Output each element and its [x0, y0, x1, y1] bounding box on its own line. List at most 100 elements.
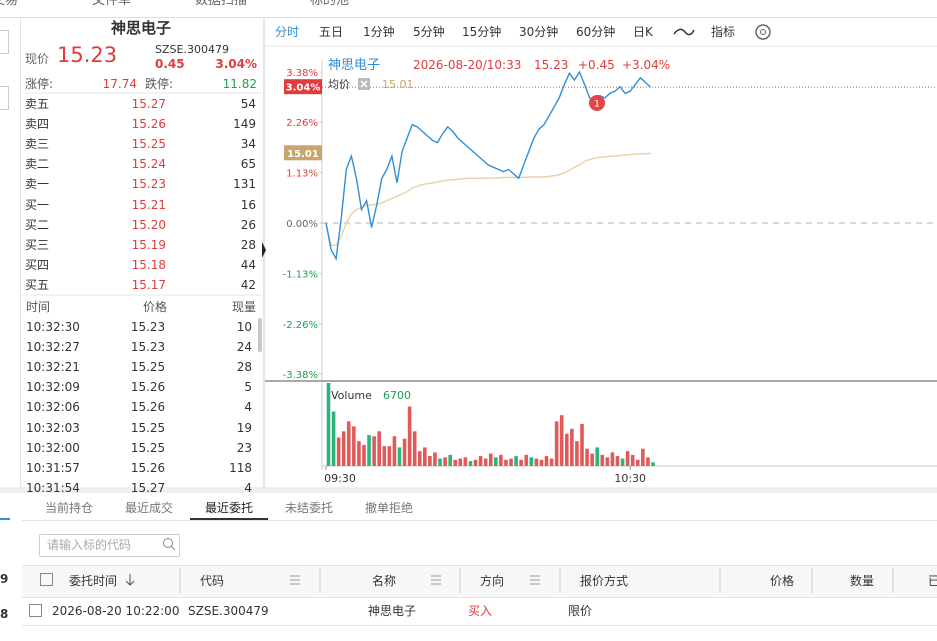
bottom-tab[interactable]: 最近委托 — [205, 501, 254, 515]
limit-label: 跌停: — [145, 77, 174, 91]
bottom-tab[interactable]: 撤单拒绝 — [365, 501, 414, 515]
trade-volume: 19 — [236, 420, 252, 435]
toolbar-tab[interactable]: 1分钟 — [363, 25, 395, 39]
toolbar-tab[interactable]: 15分钟 — [462, 25, 502, 39]
volume-bar — [407, 406, 412, 466]
volume-bar — [615, 456, 620, 466]
search-icon[interactable] — [162, 537, 176, 551]
volume-bar — [605, 457, 610, 466]
bottom-tab[interactable]: 当前持仓 — [45, 501, 94, 515]
volume-bar — [372, 436, 376, 466]
annotation-label: 1 — [594, 100, 600, 110]
side-box — [0, 86, 9, 110]
trade-volume: 4 — [244, 480, 252, 495]
volume-bar — [443, 457, 447, 466]
volume-bar — [549, 458, 554, 466]
price-label: 现价 — [25, 52, 50, 66]
level-volume: 34 — [240, 137, 256, 152]
volume-bar — [412, 431, 417, 466]
volume-bar — [625, 451, 630, 466]
volume-bar — [630, 454, 635, 466]
trade-time: 10:32:21 — [26, 360, 80, 375]
volume-bar — [595, 447, 600, 466]
limit-label: 涨停: — [25, 77, 54, 91]
toolbar-tab[interactable]: 5分钟 — [413, 25, 445, 39]
stock-name: 神思电子 — [110, 19, 172, 37]
column-header: 价格 — [770, 574, 795, 588]
toolbar-tab[interactable]: 30分钟 — [519, 25, 559, 39]
level-label: 买三 — [25, 237, 50, 252]
volume-bar — [514, 456, 518, 466]
bottom-tab[interactable]: 最近成交 — [125, 501, 174, 515]
volume-bar — [357, 441, 361, 466]
settings-icon — [760, 29, 766, 35]
row-border — [22, 625, 937, 626]
legend-text: 神思电子 — [328, 58, 380, 73]
sort-icon[interactable] — [124, 573, 136, 587]
volume-bar — [539, 459, 544, 466]
trade-volume: 4 — [244, 400, 252, 415]
trade-price: 15.25 — [130, 420, 166, 435]
nav-item: 文件单 — [92, 0, 132, 8]
checkbox[interactable] — [29, 604, 42, 617]
nav-item: 交易 — [0, 0, 19, 8]
column-header: 报价方式 — [580, 574, 629, 588]
current-tag — [284, 79, 322, 95]
level-price: 15.21 — [131, 197, 166, 212]
level-volume: 44 — [240, 257, 256, 272]
y-tick-label: 0.00% — [286, 219, 318, 230]
level-label: 卖五 — [25, 97, 50, 111]
column-header: 方向 — [480, 574, 505, 588]
tab-border — [22, 520, 937, 521]
toolbar-tab[interactable]: 指标 — [711, 25, 736, 39]
panel-gap — [0, 487, 937, 493]
trade-price: 15.27 — [130, 480, 166, 495]
volume-bar — [417, 451, 422, 466]
trade-time: 10:32:03 — [26, 420, 80, 435]
level-price: 15.23 — [131, 177, 166, 192]
volume-bar — [564, 433, 569, 466]
level-label: 卖二 — [25, 157, 50, 172]
trade-price: 15.25 — [130, 440, 166, 455]
volume-bar — [641, 448, 645, 466]
x-tick-label: 09:30 — [324, 472, 356, 485]
volume-bar — [499, 454, 503, 466]
bottom-tab[interactable]: 未结委托 — [285, 501, 334, 515]
volume-bar — [529, 457, 534, 466]
trade-time: 10:32:09 — [26, 380, 80, 395]
toolbar-tab[interactable]: 60分钟 — [576, 25, 616, 39]
y-tick-label: -2.26% — [283, 320, 318, 331]
volume-bar — [559, 415, 564, 466]
checkbox[interactable] — [40, 573, 53, 586]
volume-bar — [610, 452, 615, 466]
legend-text: +3.04% — [622, 58, 670, 72]
toolbar-tab[interactable]: 五日 — [319, 25, 344, 39]
current-tag-label: 3.04% — [286, 83, 321, 94]
volume-bar — [387, 446, 392, 466]
volume-bar — [377, 431, 381, 466]
avg-tag-label: 15.01 — [287, 149, 319, 160]
toolbar-tab[interactable]: 日K — [633, 25, 653, 39]
level-volume: 65 — [240, 157, 256, 172]
level-volume: 28 — [240, 237, 256, 252]
search-box[interactable] — [39, 534, 180, 557]
level-label: 卖三 — [25, 137, 50, 152]
trade-volume: 10 — [236, 320, 252, 334]
legend-text: +0.45 — [578, 58, 615, 72]
level-price: 15.18 — [131, 257, 166, 272]
toolbar-tab[interactable]: 分时 — [275, 25, 300, 39]
trades-header: 时间 — [26, 300, 51, 314]
volume-bar — [646, 457, 650, 466]
volume-bar — [554, 421, 559, 466]
level-label: 卖四 — [25, 117, 50, 132]
avg-tag — [284, 145, 322, 161]
trade-price: 15.26 — [130, 460, 166, 475]
level-price: 15.27 — [131, 97, 166, 111]
volume-bar — [651, 462, 655, 466]
change: 0.45 — [155, 57, 185, 71]
volume-bar — [494, 457, 498, 466]
y-tick-label: -3.38% — [283, 370, 318, 381]
side-number: 8 — [0, 607, 9, 621]
trades-header: 价格 — [142, 300, 168, 314]
